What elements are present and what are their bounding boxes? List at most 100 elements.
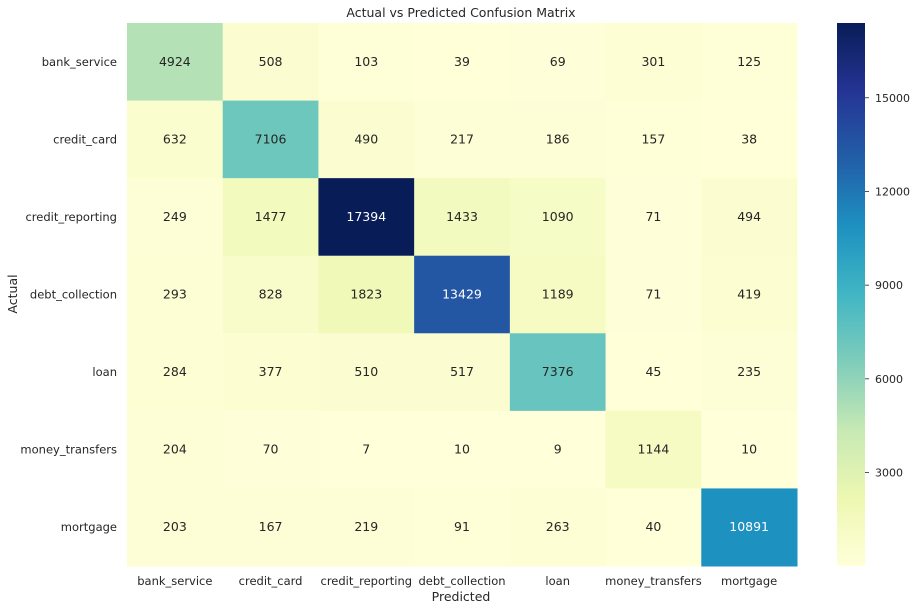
heatmap-cell [605,410,702,489]
cell-value-label: 377 [259,364,283,379]
cell-value-label: 38 [741,131,757,146]
heatmap-cell [127,410,224,489]
heatmap-cell [222,488,319,567]
cell-value-label: 204 [163,442,187,457]
heatmap-cell [701,410,798,489]
heatmap-cell [127,255,224,334]
heatmap-cell [509,410,607,489]
heatmap-cell [701,178,798,257]
cell-value-label: 217 [450,131,474,146]
heatmap-cell [701,333,798,412]
heatmap-cell [605,255,702,334]
cell-value-label: 9 [554,442,562,457]
heatmap-cell [414,488,511,567]
cell-value-label: 4924 [159,54,191,69]
heatmap-cell [318,255,415,334]
cell-value-label: 632 [163,131,187,146]
heatmap-cell [509,333,607,412]
cell-value-label: 70 [263,442,279,457]
y-axis-label: Actual [5,274,20,313]
heatmap-cell [222,255,319,334]
cell-value-label: 1823 [350,287,382,302]
cell-value-label: 828 [259,287,283,302]
heatmap-cell [605,178,702,257]
cell-value-label: 17394 [346,209,386,224]
cell-value-label: 7106 [255,131,287,146]
heatmap-cell [127,488,224,567]
cell-value-label: 45 [645,364,661,379]
heatmap-cell [414,333,511,412]
colorbar-tick-label: 6000 [875,373,903,386]
x-tick-label: credit_card [239,574,303,588]
heatmap-cell [318,410,415,489]
cell-value-label: 517 [450,364,474,379]
cell-value-label: 157 [641,131,665,146]
heatmap-cell [222,333,319,412]
cell-value-label: 1144 [638,442,670,457]
cell-value-label: 1189 [542,287,574,302]
heatmap-cell [509,488,607,567]
cell-value-label: 263 [546,519,570,534]
cell-value-label: 1477 [255,209,287,224]
cell-value-label: 13429 [442,287,482,302]
heatmap-cell [318,23,415,102]
heatmap-cell [222,410,319,489]
cell-value-label: 219 [354,519,378,534]
heatmap-cell [701,488,798,567]
heatmap-cell [414,100,511,179]
y-tick-label: debt_collection [30,288,117,302]
heatmap-cell [701,23,798,102]
heatmap-cells: 4924 508 103 39 69 301 125 632 7106 490 217 186 157 3… [127,23,798,567]
cell-value-label: 69 [550,54,566,69]
cell-value-label: 10891 [729,519,769,534]
colorbar-tick-label: 12000 [875,185,910,198]
heatmap-cell [414,178,511,257]
y-tick-label: loan [92,365,117,379]
heatmap-cell [605,100,702,179]
y-tick-label: money_transfers [20,443,117,457]
cell-value-label: 10 [741,442,757,457]
x-tick-label: money_transfers [605,574,702,588]
cell-value-label: 167 [259,519,283,534]
heatmap-cell [509,178,607,257]
heatmap-cell [222,23,319,102]
heatmap-cell [222,100,319,179]
cell-value-label: 40 [645,519,661,534]
y-tick-label: credit_card [53,132,117,146]
heatmap-cell [318,333,415,412]
x-tick-label: debt_collection [418,574,505,588]
cell-value-label: 249 [163,209,187,224]
cell-value-label: 1090 [542,209,574,224]
colorbar [837,23,865,566]
cell-value-label: 103 [354,54,378,69]
cell-value-label: 125 [737,54,761,69]
cell-value-label: 1433 [446,209,478,224]
colorbar-tick-label: 3000 [875,467,903,480]
heatmap-cell [318,178,415,257]
heatmap-cell [414,410,511,489]
cell-value-label: 7376 [542,364,574,379]
heatmap-cell [414,255,511,334]
cell-value-label: 71 [645,287,661,302]
cell-value-label: 39 [454,54,470,69]
cell-value-label: 284 [163,364,187,379]
x-tick-label: bank_service [137,574,212,588]
colorbar-tick-label: 9000 [875,279,903,292]
cell-value-label: 301 [641,54,665,69]
heatmap-cell [605,333,702,412]
cell-value-label: 186 [546,131,570,146]
cell-value-label: 419 [737,287,761,302]
colorbar-ticks: 3000 6000 9000 12000 15000 [865,92,910,480]
heatmap-cell [127,178,224,257]
heatmap-cell [414,23,511,102]
heatmap-cell [509,255,607,334]
x-tick-label: mortgage [721,574,777,588]
cell-value-label: 293 [163,287,187,302]
heatmap-cell [127,100,224,179]
chart-title: Actual vs Predicted Confusion Matrix [346,5,575,20]
cell-value-label: 235 [737,364,761,379]
cell-value-label: 508 [259,54,283,69]
x-tick-label: loan [545,574,570,588]
cell-value-label: 203 [163,519,187,534]
